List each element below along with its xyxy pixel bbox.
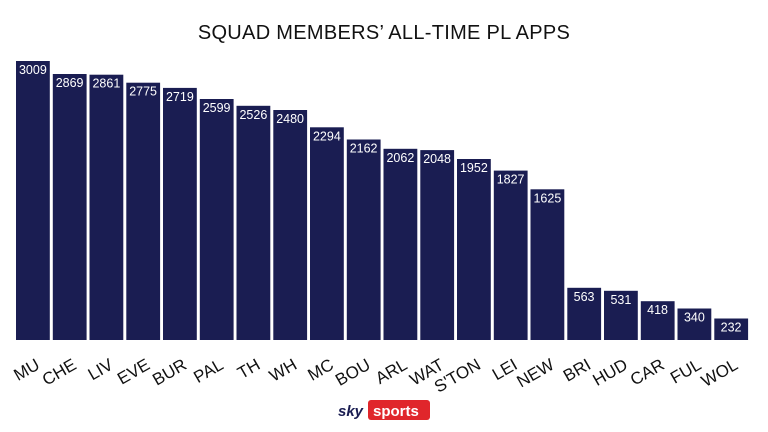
sky-sports-logo: sky sports xyxy=(333,400,430,420)
x-tick-label: CAR xyxy=(627,355,668,389)
bar-mc xyxy=(310,127,344,340)
bar-value-label: 2162 xyxy=(350,142,378,156)
bar-value-label: 563 xyxy=(574,290,595,304)
bar-th xyxy=(236,105,271,340)
x-tick-label: MC xyxy=(304,355,336,385)
x-tick-label: LIV xyxy=(85,355,117,385)
x-tick-label: PAL xyxy=(190,355,226,387)
bar-lei xyxy=(493,170,528,340)
x-tick-label: ARL xyxy=(372,355,410,388)
x-tick-label: EVE xyxy=(114,355,153,388)
bar-arl xyxy=(383,148,418,340)
bar-eve xyxy=(126,82,161,340)
bar-value-label: 2861 xyxy=(92,77,120,91)
sky-logo-text: sky xyxy=(338,403,364,420)
bar-value-label: 2048 xyxy=(423,152,451,166)
bar-value-label: 2526 xyxy=(239,108,267,122)
x-tick-label: CHE xyxy=(39,355,80,389)
bar-ston xyxy=(457,159,491,340)
bar-mu xyxy=(16,61,50,340)
bar-car xyxy=(640,301,675,340)
x-tick-label: WH xyxy=(266,355,300,386)
bar-value-label: 3009 xyxy=(19,63,47,77)
bar-value-label: 1952 xyxy=(460,161,488,175)
bar-wol xyxy=(714,318,749,340)
x-tick-label: BOU xyxy=(332,355,373,390)
x-tick-label: FUL xyxy=(667,355,704,388)
bar-liv xyxy=(89,74,124,340)
bar-ful xyxy=(677,308,712,340)
bar-bur xyxy=(163,87,197,341)
bar-bri xyxy=(567,287,602,340)
bar-value-label: 2775 xyxy=(129,85,157,99)
x-tick-label: NEW xyxy=(514,355,558,391)
bar-bou xyxy=(346,139,381,340)
x-tick-label: WOL xyxy=(698,355,741,391)
sports-logo-bg xyxy=(368,400,430,420)
bar-wat xyxy=(420,150,455,340)
x-tick-label: BRI xyxy=(560,355,594,386)
bars-group: 3009 2869 2861 2775 2719 2599 2526 2480 2294 2162… xyxy=(16,61,749,341)
sports-logo-text: sports xyxy=(373,403,419,420)
bar-value-label: 418 xyxy=(647,303,668,317)
bar-value-label: 2294 xyxy=(313,129,341,143)
bar-che xyxy=(52,74,87,340)
bar-value-label: 2869 xyxy=(56,76,84,90)
bar-pal xyxy=(199,99,234,340)
bar-value-label: 2062 xyxy=(386,151,414,165)
bar-value-label: 232 xyxy=(721,321,742,335)
bar-value-label: 2599 xyxy=(203,101,231,115)
x-tick-label: MU xyxy=(10,355,42,385)
bar-value-label: 1625 xyxy=(533,191,561,205)
bar-value-label: 2480 xyxy=(276,112,304,126)
bar-wh xyxy=(273,110,308,340)
bar-hud xyxy=(604,290,638,340)
bar-value-label: 1827 xyxy=(497,173,525,187)
bar-value-label: 531 xyxy=(610,293,631,307)
bar-value-label: 340 xyxy=(684,311,705,325)
x-tick-label: TH xyxy=(234,355,263,383)
bar-new xyxy=(530,189,565,340)
sky-logo-bg xyxy=(333,400,371,420)
bar-value-label: 2719 xyxy=(166,90,194,104)
x-tick-label: HUD xyxy=(589,355,630,390)
x-tick-label: BUR xyxy=(149,355,190,389)
chart-title: SQUAD MEMBERS’ ALL-TIME PL APPS xyxy=(198,22,570,44)
